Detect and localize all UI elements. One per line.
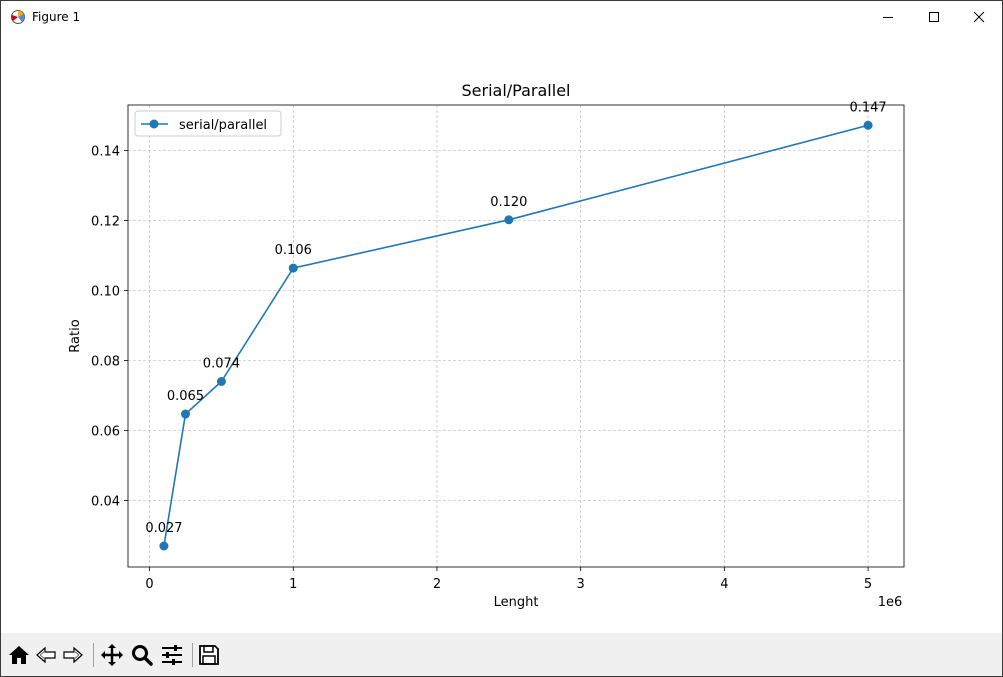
toolbar-separator xyxy=(192,643,193,667)
y-tick-label: 0.10 xyxy=(91,285,120,300)
data-point xyxy=(863,120,873,130)
minimize-button[interactable] xyxy=(865,1,911,33)
zoom-button[interactable] xyxy=(128,641,156,669)
legend-box xyxy=(134,110,282,137)
forward-button[interactable] xyxy=(59,641,87,669)
close-button[interactable] xyxy=(956,1,1002,33)
legend-label: serial/parallel xyxy=(179,118,267,133)
y-tick-label: 0.12 xyxy=(91,215,120,230)
maximize-button[interactable] xyxy=(911,1,957,33)
pan-button[interactable] xyxy=(98,641,126,669)
forward-arrow-icon xyxy=(63,646,83,664)
series-layer: 0.027 0.065 0.074 0.106 0.120 0.147 xyxy=(145,100,887,551)
series-line xyxy=(163,124,869,547)
data-point xyxy=(288,263,298,273)
configure-subplots-icon xyxy=(162,645,182,665)
data-label: 0.027 xyxy=(145,521,182,536)
legend: serial/parallel xyxy=(134,110,282,137)
data-label: 0.120 xyxy=(490,195,527,210)
data-label: 0.106 xyxy=(275,243,312,258)
y-tick-label: 0.08 xyxy=(91,355,120,370)
navigation-toolbar xyxy=(1,633,1002,676)
data-point xyxy=(180,409,190,419)
close-icon xyxy=(973,11,985,23)
minimize-icon xyxy=(883,17,893,18)
x-tick-label: 1 xyxy=(289,577,297,592)
zoom-icon xyxy=(132,645,153,666)
y-axis-label: Ratio xyxy=(68,319,83,352)
figure-canvas[interactable]: 0 1 2 3 4 5 0.04 0.06 0.08 0.10 0.12 0.14 0.027 0.06… xyxy=(1,33,1002,633)
configure-subplots-button[interactable] xyxy=(158,641,186,669)
matplotlib-app-icon xyxy=(10,9,26,25)
x-axis-offset-label: 1e6 xyxy=(878,595,903,610)
legend-marker xyxy=(149,119,159,129)
x-tick-label: 0 xyxy=(145,577,153,592)
home-icon xyxy=(9,646,29,664)
save-icon xyxy=(199,645,219,665)
data-label: 0.147 xyxy=(849,100,886,115)
chart-title: Serial/Parallel xyxy=(462,81,571,100)
title-bar[interactable]: Figure 1 xyxy=(1,1,1002,33)
back-button[interactable] xyxy=(32,641,60,669)
save-button[interactable] xyxy=(195,641,223,669)
pan-icon xyxy=(101,644,123,666)
x-tick-label: 3 xyxy=(577,577,585,592)
data-label: 0.065 xyxy=(167,389,204,404)
toolbar-separator xyxy=(93,643,94,667)
x-tick-label: 2 xyxy=(433,577,441,592)
data-point xyxy=(504,215,514,225)
maximize-icon xyxy=(929,12,939,22)
home-button[interactable] xyxy=(5,641,33,669)
back-arrow-icon xyxy=(36,646,56,664)
x-tick-label: 5 xyxy=(864,577,872,592)
y-tick-label: 0.14 xyxy=(91,145,120,160)
line-chart: 0 1 2 3 4 5 0.04 0.06 0.08 0.10 0.12 0.14 0.027 0.06… xyxy=(68,81,905,610)
x-axis-label: Lenght xyxy=(494,595,539,610)
y-tick-label: 0.04 xyxy=(91,495,120,510)
data-point xyxy=(216,377,226,386)
window-title: Figure 1 xyxy=(32,10,81,24)
data-point xyxy=(159,541,169,551)
axes-frame xyxy=(127,104,905,568)
x-tick-label: 4 xyxy=(720,577,728,592)
data-label: 0.074 xyxy=(203,357,240,372)
y-tick-label: 0.06 xyxy=(91,425,120,440)
grid xyxy=(128,105,904,567)
axis-ticks: 0 1 2 3 4 5 0.04 0.06 0.08 0.10 0.12 0.14 xyxy=(91,145,872,593)
